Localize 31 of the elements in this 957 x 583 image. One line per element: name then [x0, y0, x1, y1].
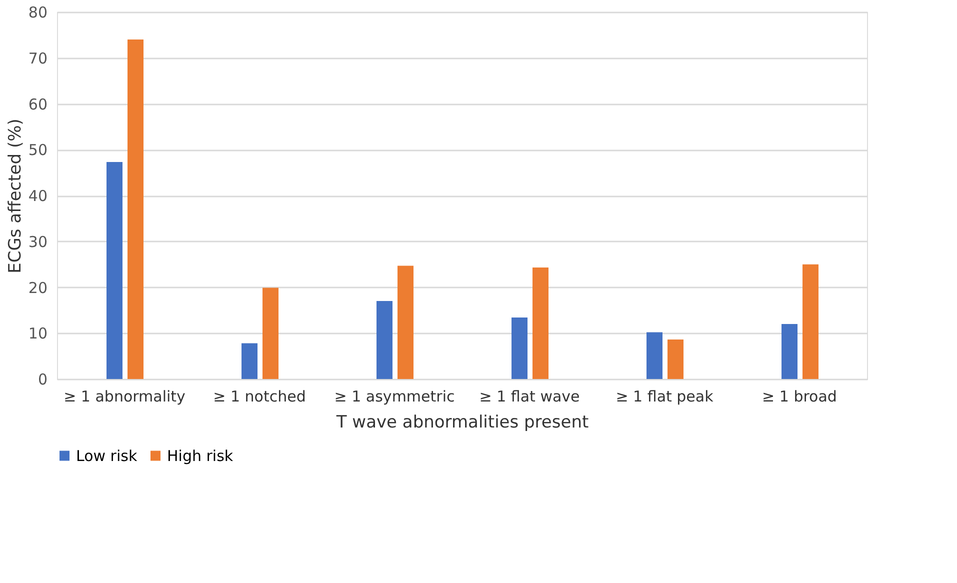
bar	[242, 343, 258, 379]
bar	[782, 324, 798, 379]
x-tick-label: ≥ 1 notched	[213, 388, 306, 406]
bar	[646, 332, 662, 379]
y-tick-label: 70	[28, 49, 48, 68]
bar	[376, 301, 392, 379]
bar	[512, 318, 528, 379]
bar	[802, 264, 818, 379]
y-tick-label: 50	[28, 141, 48, 160]
bar	[106, 162, 122, 379]
y-tick-label: 30	[28, 232, 48, 251]
legend-label: High risk	[167, 446, 234, 465]
bar	[398, 266, 414, 379]
y-axis-title: ECGs affected (%)	[5, 118, 26, 274]
x-tick-label: ≥ 1 asymmetric	[334, 388, 455, 406]
y-tick-label: 60	[28, 95, 48, 114]
x-tick-label: ≥ 1 abnormality	[64, 388, 186, 406]
y-tick-label: 80	[28, 4, 48, 22]
x-tick-label: ≥ 1 flat wave	[479, 388, 580, 406]
x-tick-label: ≥ 1 flat peak	[616, 388, 714, 406]
bar	[668, 340, 684, 379]
x-tick-label: ≥ 1 broad	[762, 388, 837, 406]
y-tick-label: 10	[28, 324, 48, 343]
y-tick-label: 40	[28, 187, 48, 205]
y-tick-label: 0	[38, 370, 48, 388]
bar	[262, 288, 278, 379]
bar	[532, 268, 548, 379]
x-axis-title: T wave abnormalities present	[335, 412, 589, 432]
bar	[128, 40, 144, 379]
legend-label: Low risk	[76, 446, 138, 465]
y-tick-label: 20	[28, 278, 48, 297]
